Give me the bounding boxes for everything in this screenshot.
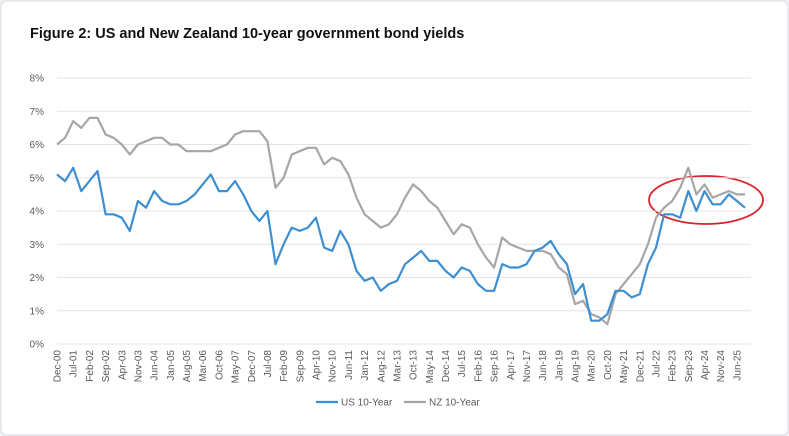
y-tick-label: 7%: [30, 107, 45, 118]
x-tick-label: Jul-01: [69, 350, 80, 378]
y-tick-label: 4%: [30, 207, 45, 218]
x-tick-label: Mar-20: [587, 350, 598, 382]
x-tick-label: Jun-18: [538, 350, 549, 381]
y-tick-label: 0%: [30, 340, 45, 351]
x-tick-label: Mar-06: [198, 350, 209, 382]
x-tick-label: Jan-05: [166, 350, 177, 381]
x-tick-label: Feb-16: [473, 350, 484, 382]
y-tick-label: 3%: [30, 240, 45, 251]
x-tick-label: Sep-02: [101, 350, 112, 383]
y-tick-label: 6%: [30, 140, 45, 151]
y-tick-label: 5%: [30, 173, 45, 184]
y-tick-label: 2%: [30, 273, 45, 284]
x-tick-label: Aug-19: [571, 350, 582, 383]
x-tick-label: Dec-14: [441, 350, 452, 383]
x-tick-label: Dec-07: [247, 350, 258, 383]
x-tick-label: Nov-03: [133, 350, 144, 383]
x-tick-label: Apr-24: [700, 350, 711, 380]
x-tick-label: Nov-10: [328, 350, 339, 383]
x-tick-label: Apr-17: [506, 350, 517, 380]
x-tick-label: Dec-00: [53, 350, 64, 383]
x-tick-label: Mar-13: [392, 350, 403, 382]
x-tick-label: Aug-05: [182, 350, 193, 383]
x-tick-label: Sep-09: [295, 350, 306, 383]
x-tick-label: Sep-16: [490, 350, 501, 383]
highlight-ellipse: [648, 175, 764, 225]
x-tick-label: Aug-12: [376, 350, 387, 383]
x-tick-label: Oct-06: [214, 350, 225, 380]
x-tick-label: Jun-04: [150, 350, 161, 381]
y-tick-label: 1%: [30, 306, 45, 317]
x-tick-label: Apr-03: [117, 350, 128, 380]
legend-label: US 10-Year: [341, 398, 393, 409]
x-tick-label: Oct-13: [409, 350, 420, 380]
x-tick-label: Jun-25: [732, 350, 743, 381]
x-tick-label: Sep-23: [684, 350, 695, 383]
x-tick-label: Jul-15: [457, 350, 468, 378]
x-tick-label: Oct-20: [603, 350, 614, 380]
x-tick-label: Feb-02: [85, 350, 96, 382]
x-tick-label: Jul-08: [263, 350, 274, 378]
x-tick-label: May-14: [425, 350, 436, 384]
chart-title: Figure 2: US and New Zealand 10-year gov…: [30, 26, 464, 42]
x-tick-label: Nov-24: [716, 350, 727, 383]
x-tick-label: Jul-22: [651, 350, 662, 378]
x-tick-label: Jan-12: [360, 350, 371, 381]
x-tick-label: Apr-10: [312, 350, 323, 380]
x-tick-label: May-21: [619, 350, 630, 384]
line-series: [56, 166, 746, 322]
x-tick-label: Jan-19: [554, 350, 565, 381]
x-tick-label: May-07: [231, 350, 242, 384]
x-tick-label: Dec-21: [635, 350, 646, 383]
x-tick-label: Feb-23: [668, 350, 679, 382]
line-series: [56, 116, 745, 326]
x-tick-label: Nov-17: [522, 350, 533, 383]
x-tick-label: Feb-09: [279, 350, 290, 382]
legend-label: NZ 10-Year: [429, 398, 480, 409]
y-tick-label: 8%: [30, 74, 45, 85]
x-tick-label: Jun-11: [344, 350, 355, 380]
